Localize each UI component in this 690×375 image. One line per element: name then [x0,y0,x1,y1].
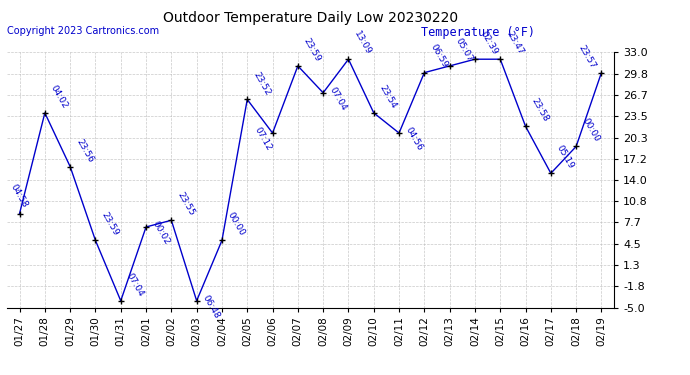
Text: 06:59: 06:59 [428,43,449,70]
Text: 00:02: 00:02 [150,220,171,246]
Text: 06:48: 06:48 [201,293,221,320]
Text: 05:19: 05:19 [555,144,575,171]
Text: 00:00: 00:00 [226,211,247,238]
Text: 23:59: 23:59 [99,211,120,238]
Text: 04:56: 04:56 [403,126,424,153]
Text: 04:58: 04:58 [8,183,29,209]
Text: 23:59: 23:59 [302,36,323,63]
Text: 13:09: 13:09 [353,30,373,56]
Text: 23:47: 23:47 [504,30,525,56]
Text: Outdoor Temperature Daily Low 20230220: Outdoor Temperature Daily Low 20230220 [163,11,458,25]
Text: 04:02: 04:02 [49,83,70,110]
Text: 07:12: 07:12 [253,126,274,153]
Text: Temperature (°F): Temperature (°F) [421,26,535,39]
Text: 23:54: 23:54 [378,83,399,110]
Text: 23:56: 23:56 [75,137,95,164]
Text: 23:58: 23:58 [530,97,551,123]
Text: 23:57: 23:57 [576,43,597,70]
Text: 00:00: 00:00 [580,117,601,144]
Text: 05:07: 05:07 [454,36,475,63]
Text: 23:52: 23:52 [251,70,272,97]
Text: 02:39: 02:39 [479,30,500,56]
Text: Copyright 2023 Cartronics.com: Copyright 2023 Cartronics.com [7,26,159,36]
Text: 07:04: 07:04 [327,86,348,112]
Text: 07:04: 07:04 [125,271,146,298]
Text: 23:55: 23:55 [175,190,196,217]
